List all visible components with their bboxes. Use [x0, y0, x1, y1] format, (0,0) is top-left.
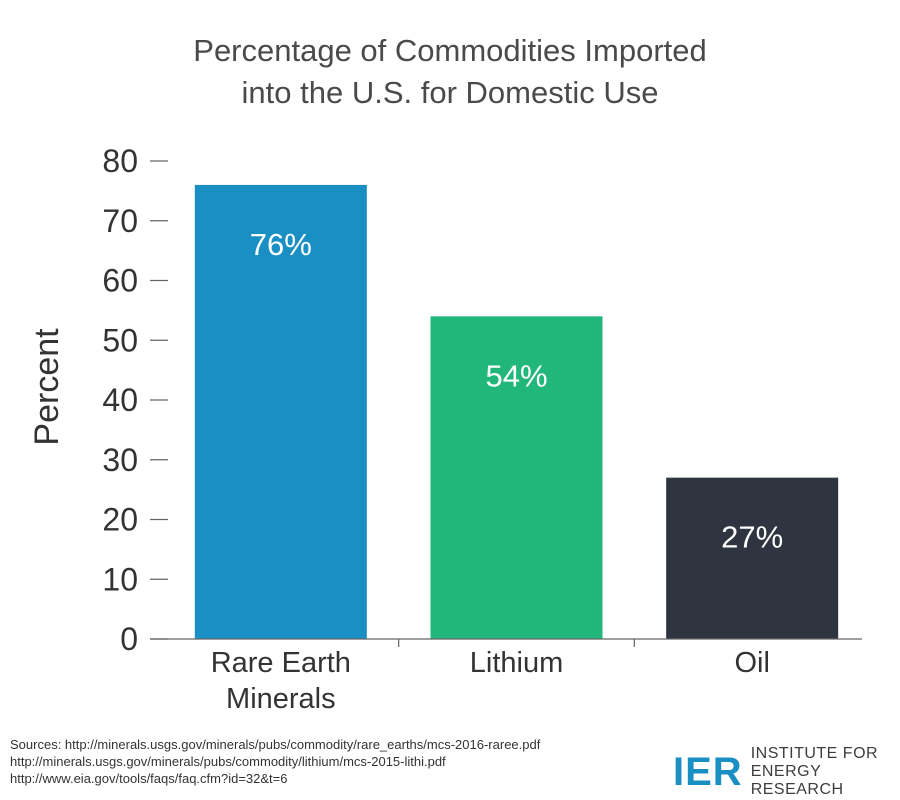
y-tick-label: 80 — [102, 143, 138, 179]
y-tick-label: 70 — [102, 203, 138, 239]
logo-mark: IER — [673, 750, 743, 794]
bar — [430, 316, 603, 639]
ier-logo: IER INSTITUTE FOR ENERGY RESEARCH — [673, 745, 900, 798]
bar-value-label: 54% — [485, 358, 547, 393]
logo-text-line-1: INSTITUTE FOR — [750, 745, 879, 762]
chart-title-line-1: Percentage of Commodities Imported — [193, 33, 707, 68]
sources-note: Sources: http://minerals.usgs.gov/minera… — [10, 736, 540, 787]
category-label: Lithium — [470, 647, 564, 679]
source-line-1: Sources: http://minerals.usgs.gov/minera… — [10, 737, 541, 752]
category-label: Rare Earth — [211, 647, 351, 679]
logo-text-line-2: ENERGY RESEARCH — [750, 763, 844, 798]
chart-title-line-2: into the U.S. for Domestic Use — [241, 75, 659, 110]
source-line-2: http://minerals.usgs.gov/minerals/pubs/c… — [10, 754, 446, 769]
category-label: Minerals — [226, 683, 336, 715]
y-axis-title: Percent — [28, 328, 66, 446]
y-tick-label: 50 — [102, 322, 138, 358]
source-line-3: http://www.eia.gov/tools/faqs/faq.cfm?id… — [10, 771, 288, 786]
bar-value-label: 76% — [250, 227, 312, 262]
logo-text: INSTITUTE FOR ENERGY RESEARCH — [751, 745, 900, 799]
y-tick-label: 0 — [120, 621, 138, 657]
bar-value-label: 27% — [721, 520, 783, 555]
bar — [194, 184, 367, 639]
category-label: Oil — [734, 647, 769, 679]
y-tick-label: 10 — [102, 561, 138, 597]
y-tick-label: 30 — [102, 442, 138, 478]
y-tick-label: 40 — [102, 382, 138, 418]
y-tick-label: 60 — [102, 263, 138, 299]
bar — [666, 477, 839, 639]
y-tick-label: 20 — [102, 502, 138, 538]
chart-title: Percentage of Commodities Imported into … — [0, 30, 900, 114]
